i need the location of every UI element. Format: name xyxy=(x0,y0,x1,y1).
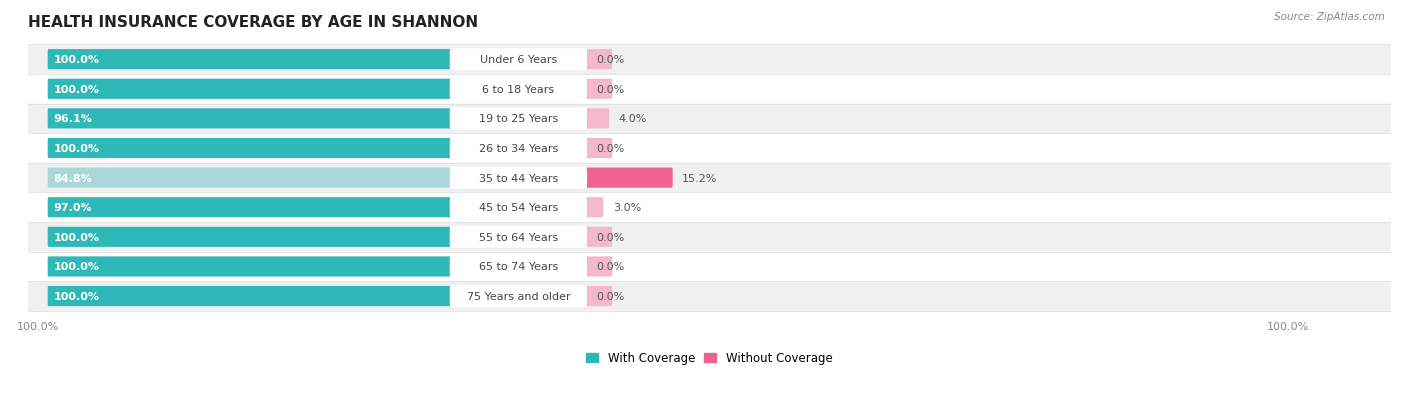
FancyBboxPatch shape xyxy=(28,104,1406,134)
FancyBboxPatch shape xyxy=(585,50,612,70)
Text: 0.0%: 0.0% xyxy=(596,85,624,95)
Text: 97.0%: 97.0% xyxy=(53,203,93,213)
Text: 15.2%: 15.2% xyxy=(682,173,717,183)
Text: 100.0%: 100.0% xyxy=(53,262,100,272)
FancyBboxPatch shape xyxy=(28,134,1406,164)
FancyBboxPatch shape xyxy=(28,164,1406,193)
Text: 100.0%: 100.0% xyxy=(53,232,100,242)
FancyBboxPatch shape xyxy=(585,198,603,218)
Text: 0.0%: 0.0% xyxy=(596,291,624,301)
Text: 100.0%: 100.0% xyxy=(53,85,100,95)
Text: 84.8%: 84.8% xyxy=(53,173,93,183)
FancyBboxPatch shape xyxy=(585,139,612,159)
FancyBboxPatch shape xyxy=(28,223,1406,252)
FancyBboxPatch shape xyxy=(48,139,586,159)
FancyBboxPatch shape xyxy=(450,197,588,218)
Text: 4.0%: 4.0% xyxy=(619,114,647,124)
FancyBboxPatch shape xyxy=(585,79,612,100)
FancyBboxPatch shape xyxy=(28,45,1406,75)
FancyBboxPatch shape xyxy=(450,49,588,71)
FancyBboxPatch shape xyxy=(450,226,588,248)
FancyBboxPatch shape xyxy=(28,193,1406,223)
Text: 100.0%: 100.0% xyxy=(53,291,100,301)
Text: 65 to 74 Years: 65 to 74 Years xyxy=(479,262,558,272)
FancyBboxPatch shape xyxy=(585,227,612,247)
Text: 100.0%: 100.0% xyxy=(53,55,100,65)
Text: 0.0%: 0.0% xyxy=(596,55,624,65)
FancyBboxPatch shape xyxy=(48,79,586,100)
FancyBboxPatch shape xyxy=(450,108,588,130)
Text: Source: ZipAtlas.com: Source: ZipAtlas.com xyxy=(1274,12,1385,22)
FancyBboxPatch shape xyxy=(28,282,1406,311)
FancyBboxPatch shape xyxy=(450,256,588,278)
FancyBboxPatch shape xyxy=(585,257,612,277)
FancyBboxPatch shape xyxy=(28,75,1406,104)
Text: Under 6 Years: Under 6 Years xyxy=(479,55,557,65)
FancyBboxPatch shape xyxy=(450,138,588,159)
FancyBboxPatch shape xyxy=(48,50,586,70)
Text: 35 to 44 Years: 35 to 44 Years xyxy=(479,173,558,183)
Text: 75 Years and older: 75 Years and older xyxy=(467,291,571,301)
Text: 0.0%: 0.0% xyxy=(596,262,624,272)
FancyBboxPatch shape xyxy=(450,78,588,100)
Text: 3.0%: 3.0% xyxy=(613,203,641,213)
FancyBboxPatch shape xyxy=(28,252,1406,282)
FancyBboxPatch shape xyxy=(48,286,586,306)
FancyBboxPatch shape xyxy=(585,109,609,129)
Text: 26 to 34 Years: 26 to 34 Years xyxy=(479,144,558,154)
FancyBboxPatch shape xyxy=(585,168,672,188)
Legend: With Coverage, Without Coverage: With Coverage, Without Coverage xyxy=(586,351,832,365)
Text: 6 to 18 Years: 6 to 18 Years xyxy=(482,85,554,95)
Text: 100.0%: 100.0% xyxy=(53,144,100,154)
Text: 96.1%: 96.1% xyxy=(53,114,93,124)
Text: 0.0%: 0.0% xyxy=(596,232,624,242)
Text: 19 to 25 Years: 19 to 25 Years xyxy=(479,114,558,124)
FancyBboxPatch shape xyxy=(48,198,571,218)
FancyBboxPatch shape xyxy=(48,227,586,247)
FancyBboxPatch shape xyxy=(450,167,588,189)
FancyBboxPatch shape xyxy=(48,257,586,277)
FancyBboxPatch shape xyxy=(585,286,612,306)
Text: 0.0%: 0.0% xyxy=(596,144,624,154)
Text: HEALTH INSURANCE COVERAGE BY AGE IN SHANNON: HEALTH INSURANCE COVERAGE BY AGE IN SHAN… xyxy=(28,15,478,30)
FancyBboxPatch shape xyxy=(450,285,588,307)
Text: 55 to 64 Years: 55 to 64 Years xyxy=(479,232,558,242)
FancyBboxPatch shape xyxy=(48,109,565,129)
Text: 45 to 54 Years: 45 to 54 Years xyxy=(479,203,558,213)
FancyBboxPatch shape xyxy=(48,168,505,188)
